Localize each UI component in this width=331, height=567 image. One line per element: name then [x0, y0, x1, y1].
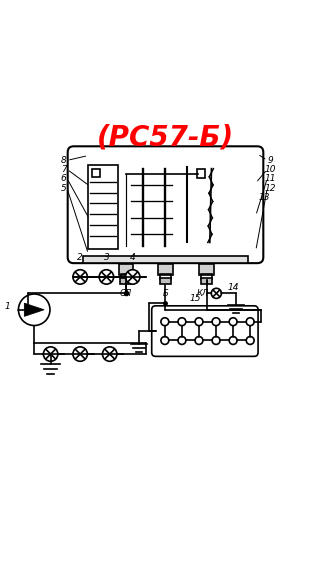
Text: 3: 3	[104, 252, 109, 261]
Circle shape	[195, 318, 203, 325]
Circle shape	[246, 337, 254, 344]
FancyBboxPatch shape	[152, 306, 258, 357]
Text: 13: 13	[258, 193, 270, 202]
Bar	[121, 274, 131, 278]
Bar	[83, 256, 248, 263]
Circle shape	[195, 337, 203, 344]
Text: 2: 2	[77, 252, 83, 261]
Circle shape	[161, 318, 169, 325]
Bar	[201, 278, 213, 284]
Circle shape	[103, 347, 117, 361]
Circle shape	[246, 318, 254, 325]
Text: 6: 6	[61, 174, 67, 183]
Bar	[201, 274, 212, 278]
FancyBboxPatch shape	[68, 146, 263, 263]
Text: 12: 12	[265, 184, 276, 193]
Text: 15: 15	[189, 294, 201, 303]
Bar	[158, 264, 173, 276]
Circle shape	[125, 270, 140, 284]
Circle shape	[211, 288, 221, 298]
Circle shape	[212, 337, 220, 344]
Circle shape	[178, 318, 186, 325]
Circle shape	[229, 318, 237, 325]
Text: 1: 1	[5, 302, 10, 311]
Bar	[88, 166, 118, 249]
Circle shape	[161, 337, 169, 344]
Circle shape	[212, 318, 220, 325]
Text: 7: 7	[61, 165, 67, 174]
Bar	[199, 264, 214, 276]
Circle shape	[99, 270, 114, 284]
Text: 9: 9	[268, 156, 273, 165]
Text: 14: 14	[228, 284, 239, 292]
Text: КЛ: КЛ	[197, 289, 210, 298]
Text: 4: 4	[130, 252, 136, 261]
Circle shape	[73, 347, 87, 361]
Text: 11: 11	[265, 174, 276, 183]
Text: (РС57-Б): (РС57-Б)	[97, 124, 234, 151]
Bar	[120, 278, 132, 284]
Circle shape	[73, 270, 87, 284]
Text: 10: 10	[265, 165, 276, 174]
Text: Б: Б	[163, 289, 168, 298]
Circle shape	[229, 337, 237, 344]
Text: СЛ: СЛ	[120, 289, 132, 298]
Bar	[92, 168, 100, 177]
Bar	[197, 168, 205, 179]
Bar	[160, 278, 171, 284]
Circle shape	[43, 347, 58, 361]
Text: 8: 8	[61, 156, 67, 165]
Bar	[160, 274, 171, 278]
Polygon shape	[24, 303, 44, 316]
Bar	[119, 264, 133, 276]
Circle shape	[19, 294, 50, 325]
Text: 5: 5	[61, 184, 67, 193]
Circle shape	[178, 337, 186, 344]
